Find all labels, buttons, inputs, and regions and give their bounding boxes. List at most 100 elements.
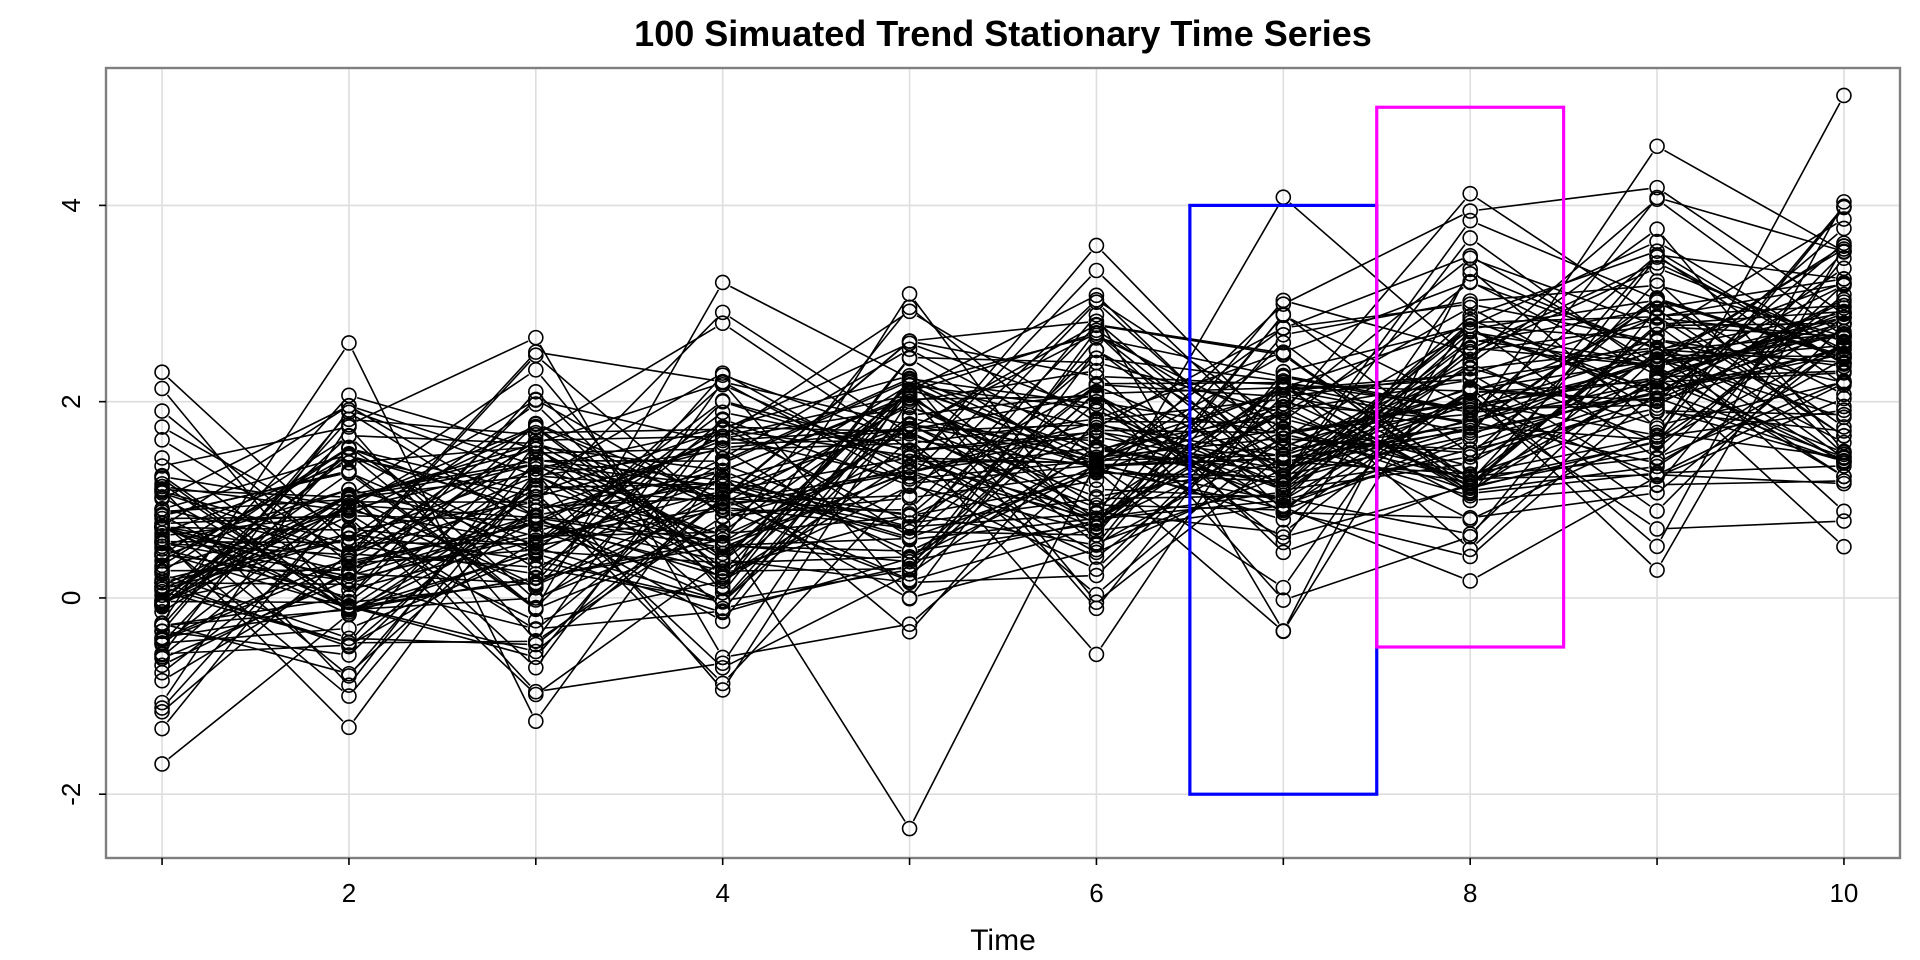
series-line-segment <box>917 385 1089 409</box>
data-point <box>1649 300 1665 316</box>
data-point <box>528 590 544 606</box>
series-line-segment <box>1664 311 1837 402</box>
data-point <box>1088 294 1105 311</box>
data-point <box>901 462 918 479</box>
series-line-segment <box>1665 336 1836 366</box>
series-line-segment <box>169 500 342 599</box>
data-point <box>714 649 731 666</box>
series-line-segment <box>542 376 716 477</box>
series-line-segment <box>916 298 1090 388</box>
data-point <box>1836 468 1852 485</box>
series-line-segment <box>541 450 717 604</box>
series-line-segment <box>357 515 528 521</box>
series-line-segment <box>544 550 715 564</box>
data-point <box>1462 509 1478 526</box>
series-line-segment <box>355 470 530 598</box>
series-line-segment <box>355 403 529 505</box>
data-point <box>341 525 357 542</box>
series-line-segment <box>730 413 902 450</box>
series-line-segment <box>916 314 1090 419</box>
series-line-segment <box>357 475 528 498</box>
series-line-segment <box>917 486 1089 530</box>
series-line-segment <box>1663 302 1838 423</box>
data-point <box>901 549 918 565</box>
series-line-segment <box>543 471 715 510</box>
series-line-segment <box>166 349 345 617</box>
series-line-segment <box>543 534 716 607</box>
series-line-segment <box>729 465 903 575</box>
data-point <box>1462 299 1478 316</box>
data-point <box>901 478 918 495</box>
data-point <box>714 467 731 484</box>
series-line-segment <box>729 316 903 430</box>
series-line-segment <box>542 452 716 556</box>
data-point <box>154 694 170 711</box>
data-point <box>1649 179 1665 196</box>
x-axis-label: Time <box>970 924 1036 957</box>
series-line-segment <box>917 321 1089 341</box>
x-tick-label: 2 <box>342 878 356 908</box>
data-point <box>1462 548 1478 565</box>
series-line-segment <box>729 429 904 550</box>
data-point <box>1649 318 1665 335</box>
data-point <box>528 632 544 649</box>
series-line-segment <box>731 442 902 451</box>
data-point <box>528 636 544 653</box>
data-point <box>1275 461 1292 478</box>
series-line-segment <box>356 478 529 551</box>
series-line-segment <box>170 527 341 560</box>
data-point <box>154 578 170 594</box>
series-line-segment <box>730 501 903 578</box>
data-point <box>341 719 357 736</box>
series-line-segment <box>1665 334 1836 364</box>
data-point <box>528 612 544 629</box>
data-point <box>341 490 357 507</box>
data-point <box>1462 412 1478 428</box>
data-point <box>1836 220 1852 237</box>
data-point <box>1088 515 1105 531</box>
data-point <box>1836 260 1852 277</box>
series-line-segment <box>356 535 529 618</box>
data-point <box>1088 412 1105 428</box>
data-point <box>1836 402 1852 419</box>
series-line-segment <box>543 548 715 600</box>
series-line-segment <box>168 477 343 602</box>
data-point <box>1275 623 1292 639</box>
series-line-segment <box>543 425 716 497</box>
data-point <box>528 659 544 676</box>
data-point <box>1088 429 1105 445</box>
data-point <box>1275 326 1292 343</box>
series-line-segment <box>917 474 1089 536</box>
series-line-segment <box>168 443 343 552</box>
data-point <box>528 528 544 545</box>
data-point <box>1836 300 1852 316</box>
data-point <box>901 368 918 384</box>
series-line-segment <box>917 371 1089 401</box>
data-point <box>1088 317 1105 334</box>
series-line-segment <box>1665 341 1836 382</box>
series-line-segment <box>1664 300 1837 356</box>
highlight-boxes <box>1188 105 1566 796</box>
data-point <box>528 464 544 481</box>
data-point <box>1836 244 1852 260</box>
series-line-segment <box>917 528 1089 580</box>
series-line-segment <box>917 436 1089 452</box>
series-line-segment <box>1665 340 1836 367</box>
data-point <box>1649 249 1665 265</box>
series-line-segment <box>169 511 342 567</box>
series-line-segment <box>170 550 341 596</box>
series-line-segment <box>1665 383 1836 425</box>
data-point <box>341 530 357 547</box>
data-point <box>1275 446 1292 463</box>
series-line-segment <box>170 608 341 637</box>
series-line-segment <box>543 428 715 468</box>
data-point <box>714 659 731 676</box>
series-line-segment <box>731 429 902 448</box>
series-line-segment <box>167 494 344 680</box>
data-point <box>1088 262 1105 279</box>
data-point <box>1088 567 1105 584</box>
series-line-segment <box>170 499 341 512</box>
data-point <box>341 417 357 433</box>
data-point <box>714 568 731 585</box>
